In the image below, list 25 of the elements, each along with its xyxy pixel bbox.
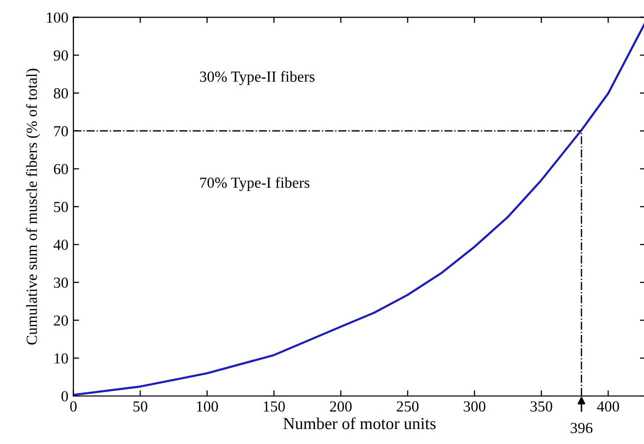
y-tick-label: 50 — [54, 202, 68, 212]
annotation: 70% Type-I fibers — [200, 176, 310, 192]
x-tick-label: 150 — [264, 401, 285, 412]
y-axis-title: Cumulative sum of muscle fibers (% of total) — [26, 68, 40, 345]
y-tick-label: 10 — [54, 353, 68, 364]
y-tick-label: 0 — [61, 391, 68, 402]
x-tick-label: 400 — [597, 401, 620, 412]
y-tick-label: 60 — [54, 164, 68, 174]
text: 396 — [570, 422, 592, 434]
y-tick-label: 90 — [54, 50, 68, 61]
x-tick-label: 0 — [70, 401, 77, 412]
y-tick-label: 100 — [46, 12, 68, 23]
x-tick-label: 350 — [530, 401, 552, 412]
y-tick-label: 30 — [54, 278, 68, 288]
y-tick-label: 40 — [54, 240, 68, 250]
x-tick-label: 200 — [330, 401, 352, 412]
x-tick-label: 100 — [196, 401, 218, 412]
x-tick-label: 50 — [134, 401, 148, 412]
y-tick-label: 70 — [54, 126, 68, 136]
x-tick-label: 250 — [396, 401, 419, 412]
annotation: 30% Type-II fibers — [200, 70, 314, 85]
x-tick-label: 300 — [464, 401, 486, 412]
x-axis-title: Number of motor units — [283, 417, 436, 430]
y-tick-label: 20 — [54, 315, 68, 326]
y-tick-label: 80 — [54, 88, 68, 98]
